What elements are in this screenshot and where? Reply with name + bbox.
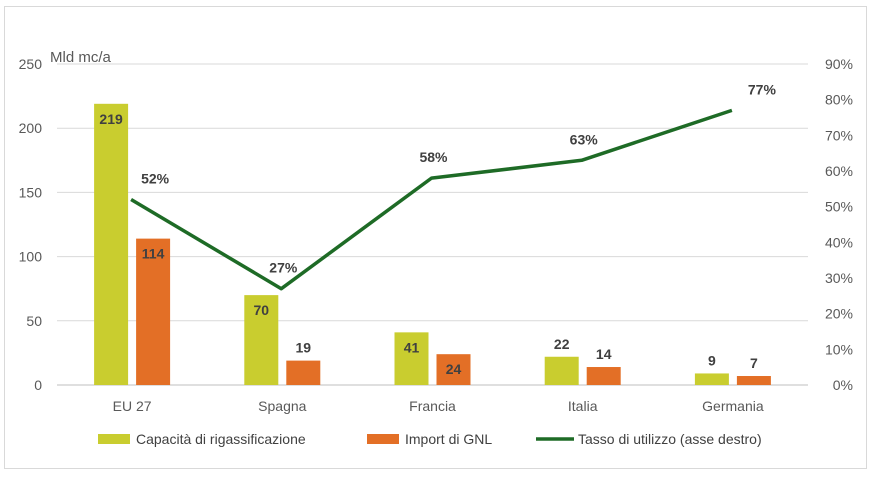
bar-capacity [244, 295, 279, 385]
bar-import [286, 360, 321, 385]
right-tick-label: 90% [825, 56, 853, 72]
right-tick-label: 0% [833, 377, 853, 393]
legend-label: Tasso di utilizzo (asse destro) [578, 431, 762, 447]
category-label: Francia [409, 398, 456, 414]
category-label: EU 27 [113, 398, 152, 414]
bar-import [586, 367, 621, 385]
left-tick-label: 250 [19, 56, 43, 72]
legend-label: Capacità di rigassificazione [136, 431, 306, 447]
left-axis-ticks: 0 50 100 150 200 250 [19, 56, 43, 393]
bar-import [136, 238, 171, 385]
bar-capacity [394, 332, 429, 385]
data-label-capacity: 70 [254, 302, 270, 318]
left-tick-label: 50 [26, 313, 42, 329]
data-label-utilization: 27% [269, 260, 298, 276]
data-label-import: 19 [296, 340, 312, 356]
category-label: Italia [568, 398, 598, 414]
left-tick-label: 200 [19, 120, 43, 136]
legend-swatch [367, 434, 399, 444]
legend-swatch [98, 434, 130, 444]
left-tick-label: 150 [19, 184, 43, 200]
legend-label: Import di GNL [405, 431, 492, 447]
legend: Capacità di rigassificazione Import di GN… [98, 431, 762, 447]
data-label-import: 114 [142, 246, 165, 262]
category-label: Germania [702, 398, 764, 414]
category-label: Spagna [258, 398, 306, 414]
data-label-import: 7 [750, 355, 758, 371]
bar-capacity [544, 356, 579, 385]
left-tick-label: 100 [19, 249, 43, 265]
data-label-utilization: 77% [748, 81, 777, 97]
bar-capacity [694, 373, 729, 385]
data-label-utilization: 58% [419, 149, 448, 165]
chart-frame [4, 6, 867, 469]
bar-import [736, 376, 771, 385]
bar-capacity [94, 103, 129, 385]
data-label-capacity: 22 [554, 336, 570, 352]
data-label-utilization: 63% [570, 131, 599, 147]
utilization-line-path [130, 108, 733, 291]
right-tick-label: 70% [825, 127, 853, 143]
right-axis-ticks: 0% 10% 20% 30% 40% 50% 60% 70% 80% 90% [825, 56, 853, 393]
left-tick-label: 0 [34, 377, 42, 393]
data-label-import: 14 [596, 346, 612, 362]
data-label-import: 24 [446, 361, 462, 377]
utilization-line: 52% 27% 58% 63% 77% [130, 81, 777, 291]
right-tick-label: 20% [825, 306, 853, 322]
right-tick-label: 80% [825, 92, 853, 108]
right-tick-label: 10% [825, 341, 853, 357]
right-tick-label: 40% [825, 234, 853, 250]
data-label-capacity: 41 [404, 339, 420, 355]
data-label-utilization: 52% [141, 171, 170, 187]
right-tick-label: 50% [825, 199, 853, 215]
bar-import [436, 354, 471, 385]
y-axis-unit-label: Mld mc/a [50, 49, 112, 66]
data-label-capacity: 219 [99, 111, 123, 127]
bars: 219 114 70 19 41 24 22 14 9 7 [94, 103, 771, 385]
right-tick-label: 60% [825, 163, 853, 179]
data-label-capacity: 9 [708, 352, 716, 368]
right-tick-label: 30% [825, 270, 853, 286]
category-labels: EU 27 Spagna Francia Italia Germania [113, 398, 764, 414]
